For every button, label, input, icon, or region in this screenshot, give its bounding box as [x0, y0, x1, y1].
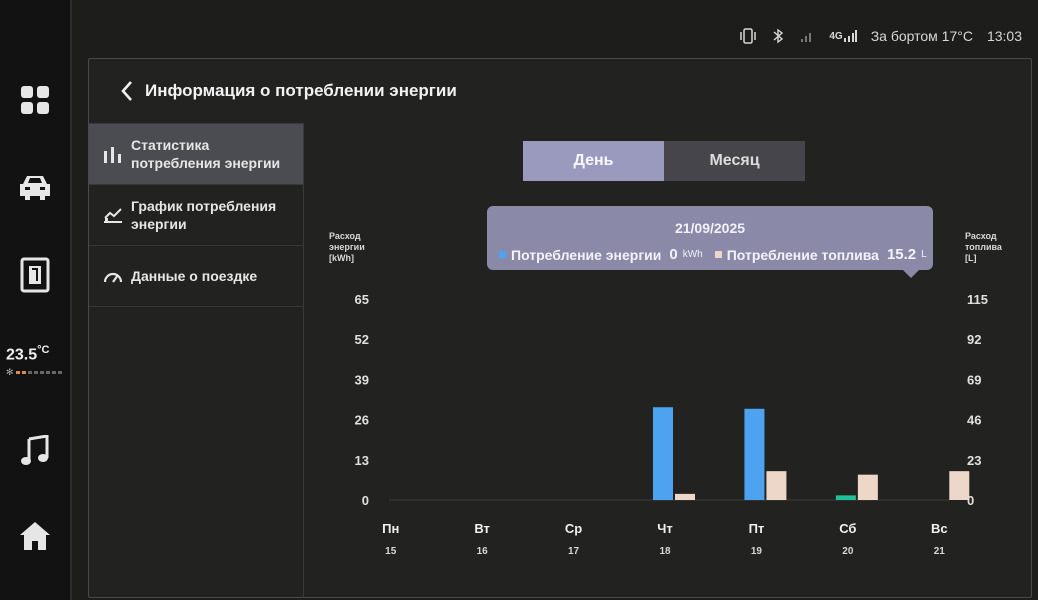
home-icon[interactable]	[14, 515, 56, 557]
network-type: 4G	[829, 30, 843, 42]
signal-icon: 4G	[829, 30, 857, 42]
x-date-label: 17	[568, 546, 580, 557]
speedometer-icon	[101, 264, 125, 288]
energy-legend-swatch	[499, 251, 506, 258]
tab-month[interactable]: Месяц	[664, 141, 805, 181]
energy-info-panel: Информация о потреблении энергии Статист…	[88, 58, 1032, 598]
chart-tooltip: 21/09/2025 Потребление энергии 0 kWh Пот…	[487, 206, 933, 278]
left-tick-label: 26	[355, 413, 369, 428]
left-tick-label: 65	[355, 292, 369, 307]
menu-item-trip-data[interactable]: Данные о поездке	[89, 246, 303, 307]
tooltip-fuel-label: Потребление топлива	[726, 246, 879, 263]
fuel-bar	[675, 493, 695, 500]
x-date-label: 18	[659, 546, 671, 557]
x-date-label: 19	[751, 546, 763, 557]
tooltip-energy-value: 0	[669, 246, 678, 263]
x-tick-label: Пн	[382, 521, 399, 536]
music-icon[interactable]	[14, 430, 56, 472]
right-tick-label: 92	[967, 332, 981, 347]
climate-temp[interactable]: 23.5°C ✻	[6, 344, 66, 378]
menu-label-line2: потребления энергии	[131, 155, 281, 171]
tooltip-fuel-unit: L	[921, 249, 927, 260]
card-icon[interactable]	[14, 254, 56, 296]
left-tick-label: 39	[355, 372, 369, 387]
bluetooth-icon	[771, 28, 785, 44]
left-tick-label: 0	[362, 493, 369, 508]
clock: 13:03	[986, 28, 1022, 44]
page-header: Информация о потреблении энергии	[89, 59, 1031, 123]
left-axis-title-line3: [kWh]	[329, 253, 354, 263]
tooltip-fuel-value: 15.2	[886, 246, 917, 263]
page-title: Информация о потреблении энергии	[145, 81, 457, 100]
x-tick-label: Пт	[749, 521, 765, 536]
bar-chart-icon	[101, 142, 125, 166]
x-tick-label: Вт	[474, 521, 490, 536]
fan-level-indicator: ✻	[6, 367, 66, 378]
climate-temp-unit: °C	[37, 344, 50, 356]
side-menu: Статистика потребления энергии График пот…	[89, 123, 304, 598]
phone-vibrate-icon	[739, 28, 757, 44]
right-axis-title-line1: Расход	[965, 231, 997, 241]
fuel-bar	[766, 471, 787, 500]
energy-bar-chart: 65 52 39 26 13 0 115 92 69 46 23 0 Пн 15 Вт 16 Ср 17 Чт 18 П…	[355, 292, 988, 557]
tab-day[interactable]: День	[523, 141, 664, 181]
fuel-bar	[949, 471, 970, 500]
x-date-label: 20	[842, 546, 854, 557]
x-date-label: 21	[934, 546, 946, 557]
x-tick-label: Ср	[565, 521, 582, 536]
energy-bar	[835, 495, 856, 500]
menu-label-line1: График потребления	[131, 198, 277, 214]
fuel-legend-swatch	[714, 251, 722, 258]
tooltip-energy-unit: kWh	[682, 249, 703, 260]
fuel-bar	[857, 474, 878, 500]
menu-item-energy-graph[interactable]: График потребления энергии	[89, 185, 303, 246]
apps-grid-icon[interactable]	[14, 79, 56, 121]
right-axis-title-line3: [L]	[965, 253, 977, 263]
x-tick-label: Чт	[657, 521, 673, 536]
x-date-label: 16	[477, 546, 489, 557]
x-tick-label: Вс	[931, 521, 948, 536]
back-button[interactable]	[113, 77, 141, 105]
wifi-off-icon	[799, 29, 815, 43]
x-tick-label: Сб	[839, 521, 856, 536]
car-icon[interactable]	[14, 166, 56, 208]
energy-bar	[744, 408, 765, 500]
right-tick-label: 46	[967, 413, 981, 428]
menu-item-energy-stats[interactable]: Статистика потребления энергии	[89, 124, 303, 185]
tooltip-energy-label: Потребление энергии	[511, 246, 662, 263]
outside-temp: За бортом 17°C	[870, 28, 973, 44]
period-tabs: День Месяц	[523, 141, 805, 181]
climate-temp-value: 23.5	[6, 346, 38, 364]
right-axis-title-line2: топлива	[965, 242, 1002, 252]
left-tick-label: 13	[355, 453, 369, 468]
energy-bar	[653, 407, 673, 500]
right-tick-label: 0	[967, 493, 974, 508]
tooltip-values: Потребление энергии 0 kWh Потребление то…	[499, 246, 927, 263]
menu-label-line2: энергии	[131, 216, 187, 232]
line-chart-icon	[101, 203, 125, 227]
left-rail: 23.5°C ✻	[0, 0, 72, 600]
menu-label-line1: Статистика	[131, 137, 210, 153]
right-axis-title: Расход топлива [L]	[965, 231, 1002, 264]
right-tick-label: 23	[967, 453, 981, 468]
tooltip-pointer	[903, 270, 919, 278]
left-axis-title: Расход энергии [kWh]	[329, 231, 365, 264]
right-tick-label: 69	[967, 372, 981, 387]
menu-label-line1: Данные о поездке	[131, 268, 258, 284]
right-tick-label: 115	[967, 292, 988, 307]
left-axis-title-line2: энергии	[329, 242, 365, 252]
fan-icon: ✻	[6, 367, 14, 378]
chevron-left-icon	[121, 81, 132, 101]
status-bar: 4G За бортом 17°C 13:03	[739, 28, 1022, 44]
x-date-label: 15	[385, 546, 397, 557]
tooltip-date: 21/09/2025	[674, 220, 746, 236]
left-axis-title-line1: Расход	[329, 231, 361, 241]
left-tick-label: 52	[355, 332, 369, 347]
